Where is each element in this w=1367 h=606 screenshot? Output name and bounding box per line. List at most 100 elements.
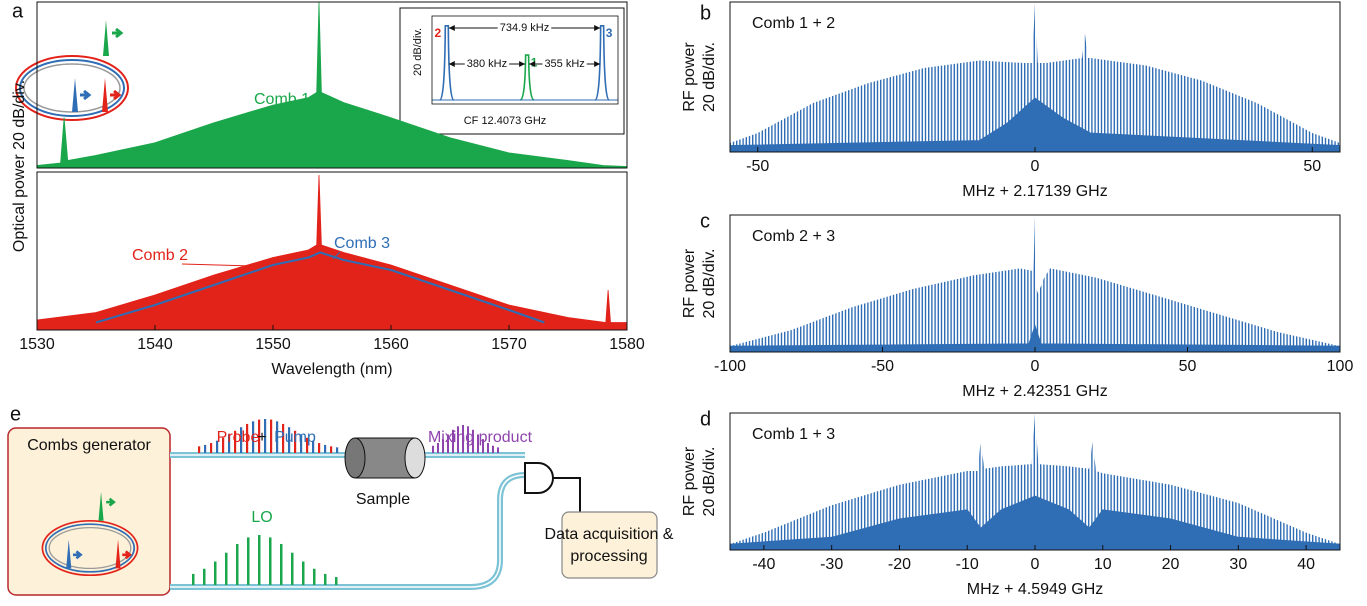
diagram-bar xyxy=(300,434,303,453)
diagram-bar xyxy=(246,423,249,453)
x-tick-label: 40 xyxy=(1297,556,1315,573)
diagram-bar xyxy=(280,543,283,585)
leader-line xyxy=(181,263,254,267)
diagram-bar xyxy=(258,419,261,453)
panel-label: c xyxy=(700,210,710,232)
series-label: Comb 1 xyxy=(254,91,310,108)
x-tick-label: 100 xyxy=(1327,358,1354,375)
diagram-bar xyxy=(437,443,439,453)
inset-x-label: CF 12.4073 GHz xyxy=(464,115,547,127)
diagram-bar xyxy=(264,419,267,453)
diagram-bar xyxy=(210,443,213,453)
y-axis-label: RF power xyxy=(681,42,698,112)
diagram-bar xyxy=(302,561,305,585)
peak xyxy=(439,24,455,101)
series-label: Comb 3 xyxy=(334,235,390,252)
inset-plot-frame xyxy=(431,15,619,105)
x-tick-label: 30 xyxy=(1229,556,1247,573)
panel-label: d xyxy=(700,408,711,430)
x-tick-label: 1550 xyxy=(255,336,291,353)
diagram-bar xyxy=(294,430,297,453)
peak xyxy=(519,54,535,101)
diagram-bar xyxy=(312,440,315,453)
x-tick-label: 20 xyxy=(1162,556,1180,573)
x-axis-label: MHz + 4.5949 GHz xyxy=(967,581,1104,598)
x-tick-label: 0 xyxy=(1031,556,1040,573)
diagram-bar xyxy=(324,573,327,585)
diagram-bar xyxy=(497,447,499,453)
panel-label: b xyxy=(700,2,711,24)
x-tick-label: 50 xyxy=(1303,158,1321,175)
diagram-bar xyxy=(204,444,207,453)
probe-label: Probe xyxy=(217,429,260,446)
diagram-bars xyxy=(192,419,499,585)
spectrum-line xyxy=(95,251,545,324)
span-label: 734.9 kHz xyxy=(500,22,550,34)
y-axis-label: RF power xyxy=(681,248,698,318)
plot-frame xyxy=(36,1,628,169)
diagram-bar xyxy=(247,537,250,585)
generator-label: Combs generator xyxy=(27,437,151,454)
diagram-bar xyxy=(270,419,273,453)
x-tick-label: 50 xyxy=(1179,358,1197,375)
spectrum-area xyxy=(730,3,1340,152)
x-tick-label: -20 xyxy=(888,556,911,573)
y-scale-label: 20 dB/div. xyxy=(701,447,718,517)
diagram-bar xyxy=(457,426,459,453)
span-label: 380 kHz xyxy=(467,58,507,70)
peak-label: 2 xyxy=(434,26,441,40)
daq-label: Data acquisition & xyxy=(545,526,674,543)
diagram-bar xyxy=(432,445,434,453)
panel-title: Comb 1 + 3 xyxy=(752,426,835,443)
diagram-bar xyxy=(198,446,201,453)
diagram-bar xyxy=(335,577,338,585)
y-scale-label: 20 dB/div. xyxy=(701,249,718,319)
series-label: Comb 2 xyxy=(132,247,188,264)
diagram-bar xyxy=(482,439,484,453)
diagram-bar xyxy=(477,434,479,453)
y-scale-label: 20 dB/div. xyxy=(701,42,718,112)
peak-label: 3 xyxy=(606,26,613,40)
diagram-bar xyxy=(236,543,239,585)
diagram-bar xyxy=(336,447,339,453)
diagram-bar xyxy=(228,434,231,453)
diagram: e Combs generator Probe + Pump Mixing pr… xyxy=(7,403,674,596)
diagram-bar xyxy=(222,437,225,453)
diagram-bar xyxy=(214,561,217,585)
diagram-bar xyxy=(313,568,316,585)
diagram-bar xyxy=(452,429,454,453)
spectrum-area xyxy=(36,174,628,331)
x-axis-label: Wavelength (nm) xyxy=(271,361,392,378)
diagram-bar xyxy=(472,429,474,453)
diagram-bar xyxy=(288,427,291,453)
x-tick-label: 1540 xyxy=(137,336,173,353)
diagram-bar xyxy=(487,443,489,453)
x-tick-label: -30 xyxy=(820,556,843,573)
diagram-bar xyxy=(225,552,228,585)
panel-title: Comb 2 + 3 xyxy=(752,228,835,245)
diagram-bar xyxy=(192,573,195,585)
span-label: 355 kHz xyxy=(544,58,584,70)
spectrum-area xyxy=(730,413,1340,550)
label-bg xyxy=(497,20,552,35)
diagram-bar xyxy=(258,535,261,585)
diagram-bar xyxy=(318,443,321,453)
diagram-bar xyxy=(447,434,449,453)
label-bg xyxy=(464,56,510,71)
diagram-bar xyxy=(276,421,279,453)
plus-label: + xyxy=(257,429,266,446)
x-axis-label: MHz + 2.17139 GHz xyxy=(962,183,1107,200)
daq-label: processing xyxy=(570,548,647,565)
diagram-bar xyxy=(442,439,444,453)
panel-label: a xyxy=(12,0,24,22)
x-tick-label: 1570 xyxy=(491,336,527,353)
diagram-bar xyxy=(492,445,494,453)
x-tick-label: 1560 xyxy=(373,336,409,353)
lo-label: LO xyxy=(251,509,272,526)
x-tick-label: -50 xyxy=(746,158,769,175)
diagram-bar xyxy=(216,440,219,453)
pump-label: Pump xyxy=(274,429,316,446)
diagram-bar xyxy=(306,437,309,453)
diagram-bar xyxy=(203,568,206,585)
